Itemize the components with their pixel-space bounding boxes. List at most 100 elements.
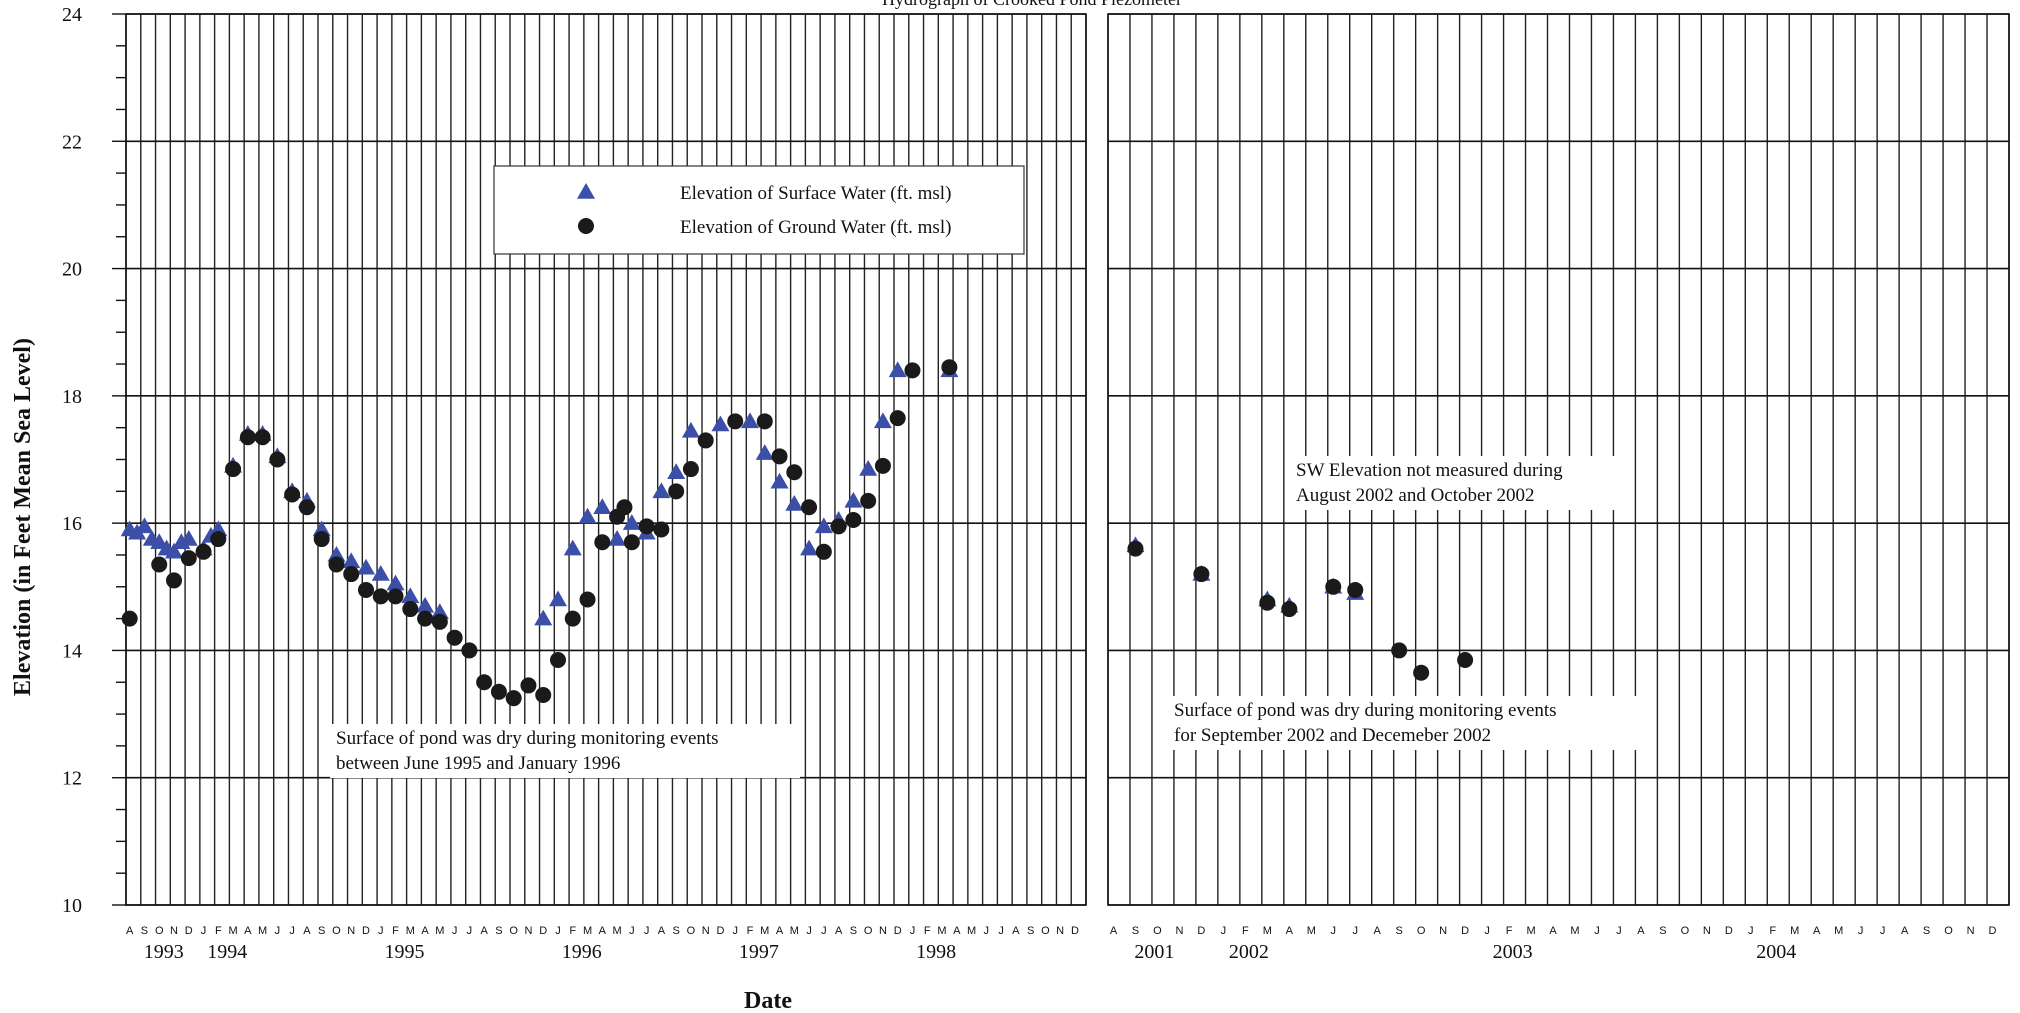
data-points [120,359,1474,707]
ground-water-point [166,572,182,589]
ground-water-point [845,511,862,528]
surface-water-point [179,530,198,546]
ground-water-point [372,588,389,605]
month-tick-label: J [998,925,1004,937]
legend-label: Elevation of Surface Water (ft. msl) [680,183,951,204]
year-tick-label: 2002 [1229,941,1269,963]
surface-water-point [800,539,819,556]
surface-water-point [401,587,420,604]
month-tick-label: O [332,925,341,937]
year-tick-label: 1994 [207,941,247,963]
ground-water-point [594,534,611,551]
surface-water-point [711,415,730,432]
ground-water-point [461,642,478,659]
month-tick-label: S [672,925,679,937]
month-tick-label: J [821,925,827,937]
surface-water-point [563,539,582,556]
ground-water-point [941,359,958,376]
surface-water-point [593,498,612,514]
ground-water-point [697,432,714,449]
month-tick-label: A [1110,925,1118,937]
month-tick-label: F [1769,925,1776,937]
month-tick-label: F [1506,925,1513,937]
surface-water-point [312,520,331,537]
ground-water-point [1391,642,1408,659]
month-tick-label: S [1659,925,1666,937]
annotation-background [1168,696,1638,750]
month-tick-label: N [879,925,887,937]
surface-water-point [209,520,228,537]
ground-water-point [638,518,655,535]
ground-water-point [623,534,640,551]
month-tick-label: O [687,925,696,937]
ground-water-point [1259,594,1276,611]
ground-water-point [801,499,818,516]
ground-water-point [446,629,463,646]
ground-water-point [225,461,242,478]
ground-water-point [616,499,633,516]
month-tick-label: A [303,925,311,937]
month-tick-label: A [126,925,134,937]
ground-water-point [328,556,345,573]
month-tick-label: A [244,925,252,937]
ground-water-point [358,581,374,598]
month-tick-label: N [1703,925,1711,937]
year-tick-label: 1998 [916,941,956,963]
ground-water-point [520,677,537,694]
month-tick-label: O [1153,925,1162,937]
month-tick-label: O [1417,925,1426,937]
surface-water-point [785,495,804,511]
ground-water-point [668,483,685,500]
surface-water-point [357,558,375,575]
ground-water-point [874,457,891,474]
y-tick-label: 10 [62,895,82,917]
month-tick-label: M [612,925,621,937]
annotation-text: for September 2002 and Decemeber 2002 [1174,725,1491,746]
month-tick-label: J [201,925,207,937]
ground-water-point [1281,601,1298,618]
year-tick-label: 2004 [1756,941,1796,963]
ground-water-point [1457,651,1474,668]
ground-water-point [578,218,594,234]
y-tick-label: 16 [62,513,82,535]
legend: Elevation of Surface Water (ft. msl) Elev… [493,165,1025,255]
month-tick-label: M [1570,925,1579,937]
y-tick-label: 14 [62,640,82,662]
month-tick-label: O [155,925,164,937]
surface-water-point [741,412,759,429]
month-tick-label: D [894,925,902,937]
y-tick-label: 12 [62,768,82,790]
month-tick-label: F [569,925,576,937]
month-tick-label: D [362,925,370,937]
month-tick-label: A [421,925,429,937]
month-tick-label: M [1834,925,1843,937]
annotations: Surface of pond was dry during monitorin… [330,456,1638,778]
month-tick-label: M [406,925,415,937]
ground-water-point [180,550,197,567]
month-tick-label: M [967,925,976,937]
ground-water-point [254,429,271,446]
month-tick-label: A [599,925,607,937]
month-tick-label: O [1944,925,1953,937]
month-tick-label: J [629,925,635,937]
month-tick-label: M [760,925,769,937]
month-tick-label: A [1012,925,1020,937]
month-tick-label: N [1056,925,1064,937]
y-tick-label: 20 [62,259,82,281]
surface-water-point [844,491,863,508]
ground-water-point [298,499,315,516]
month-tick-label: J [275,925,281,937]
month-tick-label: D [1989,925,1997,937]
ground-water-point [786,464,803,481]
ground-water-point [505,690,522,707]
ground-water-point [284,486,301,503]
month-tick-label: J [1352,925,1358,937]
month-tick-label: M [1790,925,1799,937]
ground-water-point [239,429,256,446]
month-tick-label: J [1594,925,1600,937]
month-tick-label: S [1396,925,1403,937]
month-tick-label: M [228,925,237,937]
ground-water-point [343,566,360,583]
ground-water-point [860,492,877,509]
